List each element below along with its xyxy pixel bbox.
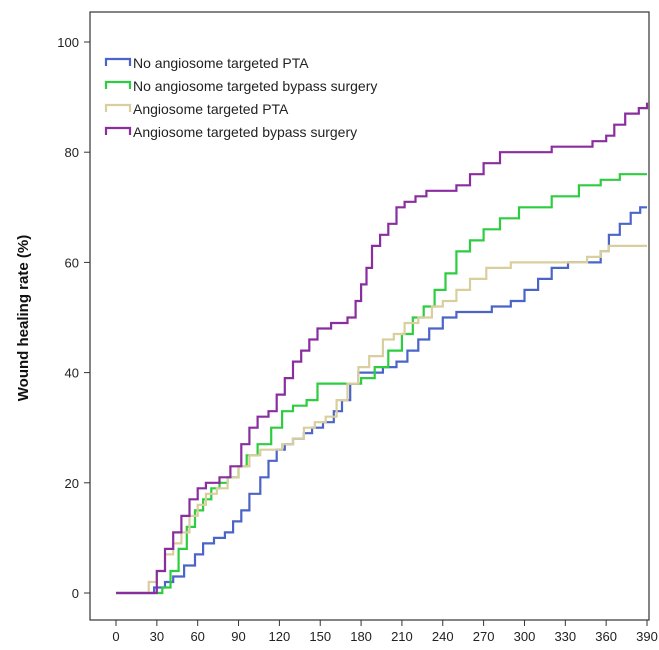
series-lines: [116, 102, 649, 595]
legend-swatch-4: [104, 126, 132, 135]
x-tick-label: 390: [636, 629, 658, 644]
y-axis-title: Wound healing rate (%): [15, 235, 32, 401]
legend-label-2: No angiosome targeted bypass surgery: [133, 78, 377, 94]
x-axis: 0 30 60 90 120 150 180 210 240 270 300 330 360 390: [112, 620, 658, 644]
x-tick-label: 0: [112, 629, 119, 644]
legend-label-1: No angiosome targeted PTA: [133, 55, 309, 71]
series-line-1: [116, 206, 647, 595]
x-tick-label: 60: [190, 629, 204, 644]
y-tick-label: 100: [57, 35, 79, 50]
y-tick-label: 60: [65, 255, 79, 270]
x-tick-label: 300: [514, 629, 536, 644]
legend-swatch-2: [104, 80, 132, 89]
y-tick-label: 40: [65, 366, 79, 381]
x-tick-label: 210: [391, 629, 413, 644]
x-tick-label: 120: [269, 629, 291, 644]
x-tick-label: 180: [350, 629, 372, 644]
y-tick-label: 0: [72, 586, 79, 601]
x-tick-label: 270: [473, 629, 495, 644]
series-line-2: [116, 173, 647, 595]
series-line-3: [116, 244, 647, 595]
legend-swatch-1: [104, 57, 132, 66]
y-tick-label: 80: [65, 145, 79, 160]
x-tick-label: 330: [554, 629, 576, 644]
x-tick-label: 90: [231, 629, 245, 644]
x-tick-label: 360: [595, 629, 617, 644]
legend-swatch-3: [104, 103, 132, 112]
legend: No angiosome targeted PTA No angiosome ta…: [104, 55, 377, 140]
x-tick-label: 240: [432, 629, 454, 644]
plot-frame: [89, 11, 650, 621]
y-axis: 0 20 40 60 80 100: [57, 35, 90, 601]
x-tick-label: 150: [309, 629, 331, 644]
series-line-4: [116, 102, 649, 595]
legend-label-4: Angiosome targeted bypass surgery: [133, 124, 357, 140]
y-tick-label: 20: [65, 476, 79, 491]
x-tick-label: 30: [150, 629, 164, 644]
legend-label-3: Angiosome targeted PTA: [133, 101, 289, 117]
